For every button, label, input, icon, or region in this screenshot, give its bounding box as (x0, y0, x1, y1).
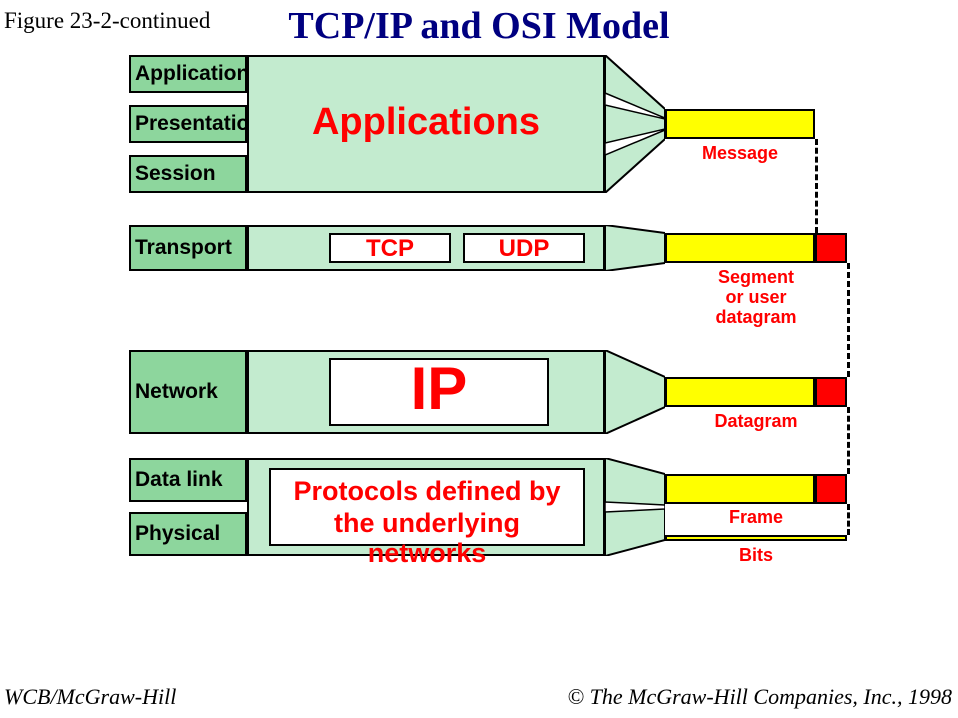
pdu-segment-body (665, 233, 815, 263)
page-title: TCP/IP and OSI Model (0, 4, 958, 48)
osi-layer-transport: Transport (129, 225, 247, 271)
ip-box: IP (329, 358, 549, 426)
connector-transport (605, 225, 665, 271)
dashed-message-to-segment (815, 139, 818, 233)
pdu-message (665, 109, 815, 139)
pdu-frame-body (665, 474, 815, 504)
dashed-frame-to-bits (847, 504, 850, 535)
udp-label: UDP (465, 235, 583, 263)
udp-box: UDP (463, 233, 585, 263)
pdu-datagram-body (665, 377, 815, 407)
tcpip-applications-box: Applications (247, 55, 605, 193)
osi-layer-session: Session (129, 155, 247, 193)
protocols-box: Protocols defined by the underlying netw… (269, 468, 585, 546)
ip-label: IP (331, 354, 547, 423)
protocols-line2: the underlying networks (271, 508, 583, 568)
pdu-label-bits: Bits (665, 545, 847, 566)
publisher-right: © The McGraw-Hill Companies, Inc., 1998 (567, 684, 952, 710)
publisher-left: WCB/McGraw-Hill (4, 684, 176, 710)
dashed-segment-to-datagram (847, 263, 850, 377)
pdu-label-segment: Segment or user datagram (665, 267, 847, 327)
connector-lower (605, 458, 665, 556)
osi-layer-network: Network (129, 350, 247, 434)
tcpip-lower-box: Protocols defined by the underlying netw… (247, 458, 605, 556)
osi-layer-datalink: Data link (129, 458, 247, 502)
osi-layer-physical: Physical (129, 512, 247, 556)
pdu-label-message: Message (665, 143, 815, 164)
protocols-line1: Protocols defined by (271, 476, 583, 506)
connector-applications (605, 55, 665, 193)
pdu-datagram-header (815, 377, 847, 407)
tcp-label: TCP (331, 235, 449, 263)
tcpip-transport-box: TCP UDP (247, 225, 605, 271)
pdu-segment-header (815, 233, 847, 263)
tcp-box: TCP (329, 233, 451, 263)
pdu-label-frame: Frame (665, 507, 847, 528)
connector-network (605, 350, 665, 434)
diagram-canvas: Application Presentatio Session Applicat… (129, 55, 919, 685)
pdu-frame-header (815, 474, 847, 504)
osi-layer-presentation: Presentatio (129, 105, 247, 143)
osi-layer-application: Application (129, 55, 247, 93)
tcpip-network-box: IP (247, 350, 605, 434)
pdu-label-datagram: Datagram (665, 411, 847, 432)
applications-label: Applications (249, 101, 603, 144)
dashed-datagram-to-frame (847, 407, 850, 474)
pdu-bits (665, 535, 847, 541)
